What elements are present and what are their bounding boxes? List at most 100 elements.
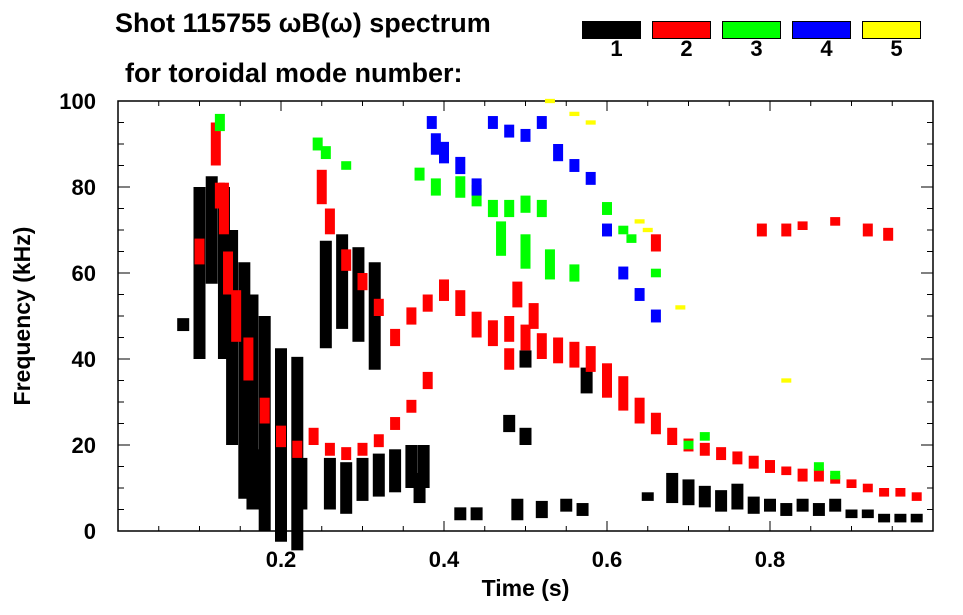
data-point bbox=[862, 223, 873, 237]
data-point bbox=[765, 460, 775, 473]
data-point bbox=[426, 116, 437, 129]
data-point bbox=[883, 227, 894, 241]
series-mode-1 bbox=[177, 176, 923, 551]
data-point bbox=[520, 324, 531, 351]
data-point bbox=[553, 337, 564, 364]
data-point bbox=[812, 503, 825, 516]
data-point bbox=[487, 116, 498, 129]
data-point bbox=[569, 264, 580, 282]
data-point bbox=[699, 442, 710, 456]
data-point bbox=[519, 427, 532, 445]
data-point bbox=[439, 279, 449, 301]
data-point bbox=[520, 128, 531, 142]
data-point bbox=[205, 176, 218, 284]
data-point bbox=[634, 397, 645, 424]
data-point bbox=[520, 195, 531, 213]
data-point bbox=[254, 449, 267, 510]
data-point bbox=[504, 124, 515, 138]
data-point bbox=[471, 311, 482, 338]
data-point bbox=[323, 457, 336, 510]
data-point bbox=[536, 116, 547, 129]
data-point bbox=[308, 427, 319, 445]
data-point bbox=[846, 479, 857, 488]
series-mode-2 bbox=[194, 122, 922, 501]
data-point bbox=[373, 434, 384, 448]
data-point bbox=[357, 273, 368, 291]
data-point bbox=[576, 503, 589, 516]
data-point bbox=[535, 500, 548, 519]
data-point bbox=[618, 376, 629, 411]
data-point bbox=[177, 318, 190, 332]
data-point bbox=[373, 298, 384, 316]
data-point bbox=[861, 509, 874, 519]
x-tick-label: 0.8 bbox=[755, 547, 786, 572]
data-point bbox=[455, 156, 466, 175]
y-tick-label: 40 bbox=[72, 347, 96, 372]
data-point bbox=[536, 333, 547, 359]
data-point bbox=[569, 159, 580, 172]
data-point bbox=[650, 234, 661, 252]
data-point bbox=[455, 290, 466, 316]
data-point bbox=[372, 453, 385, 497]
data-point bbox=[878, 513, 891, 523]
data-point bbox=[320, 146, 331, 160]
legend-swatch-3 bbox=[722, 21, 781, 39]
data-point bbox=[536, 199, 547, 218]
y-tick-label: 60 bbox=[72, 261, 96, 286]
data-point bbox=[683, 440, 694, 450]
y-axis-label: Frequency (kHz) bbox=[9, 227, 35, 406]
legend-label-3: 3 bbox=[750, 36, 763, 61]
chart-title-line1: Shot 115755 ωB(ω) spectrum bbox=[115, 8, 491, 38]
data-point bbox=[487, 199, 498, 218]
series-mode-5 bbox=[544, 98, 792, 383]
data-point bbox=[406, 399, 417, 413]
legend-label-2: 2 bbox=[680, 36, 693, 61]
legend-label-5: 5 bbox=[890, 36, 903, 61]
data-point bbox=[796, 498, 809, 512]
data-point bbox=[585, 120, 596, 125]
tick-layer: 0.2 0.4 0.6 0.8 0 20 40 60 80 100 bbox=[59, 89, 933, 572]
data-point bbox=[430, 178, 441, 196]
data-point bbox=[319, 240, 332, 349]
data-point bbox=[422, 371, 433, 390]
data-point bbox=[512, 281, 523, 308]
data-point bbox=[553, 144, 564, 162]
data-point bbox=[340, 462, 353, 514]
data-point bbox=[764, 498, 776, 512]
data-point bbox=[292, 440, 303, 458]
data-point bbox=[504, 199, 515, 218]
data-point bbox=[732, 451, 743, 465]
data-point bbox=[666, 472, 679, 504]
data-point bbox=[295, 457, 308, 510]
data-point bbox=[276, 425, 286, 448]
y-tick-label: 20 bbox=[72, 433, 96, 458]
x-tick-label: 0.4 bbox=[429, 547, 460, 572]
data-point bbox=[352, 247, 365, 342]
data-point bbox=[618, 266, 629, 280]
data-point bbox=[356, 457, 369, 501]
data-point bbox=[830, 217, 841, 226]
data-point bbox=[830, 475, 841, 484]
data-point bbox=[634, 219, 645, 224]
data-point bbox=[560, 498, 573, 512]
y-tick-label: 80 bbox=[72, 175, 96, 200]
legend-label-1: 1 bbox=[610, 36, 623, 61]
data-point bbox=[341, 447, 352, 461]
data-point bbox=[845, 509, 858, 519]
data-point bbox=[519, 350, 532, 368]
data-point bbox=[471, 178, 482, 196]
data-point bbox=[470, 507, 483, 521]
data-point bbox=[223, 251, 234, 295]
data-point bbox=[511, 498, 524, 521]
data-point bbox=[748, 455, 759, 469]
data-point bbox=[731, 483, 744, 510]
data-point bbox=[214, 113, 225, 132]
series-mode-4 bbox=[426, 116, 661, 323]
data-point bbox=[585, 171, 596, 185]
data-point bbox=[894, 513, 907, 523]
legend-swatch-2 bbox=[652, 21, 711, 39]
data-point bbox=[675, 305, 686, 310]
data-point bbox=[830, 470, 841, 480]
x-tick-label: 0.2 bbox=[266, 547, 297, 572]
